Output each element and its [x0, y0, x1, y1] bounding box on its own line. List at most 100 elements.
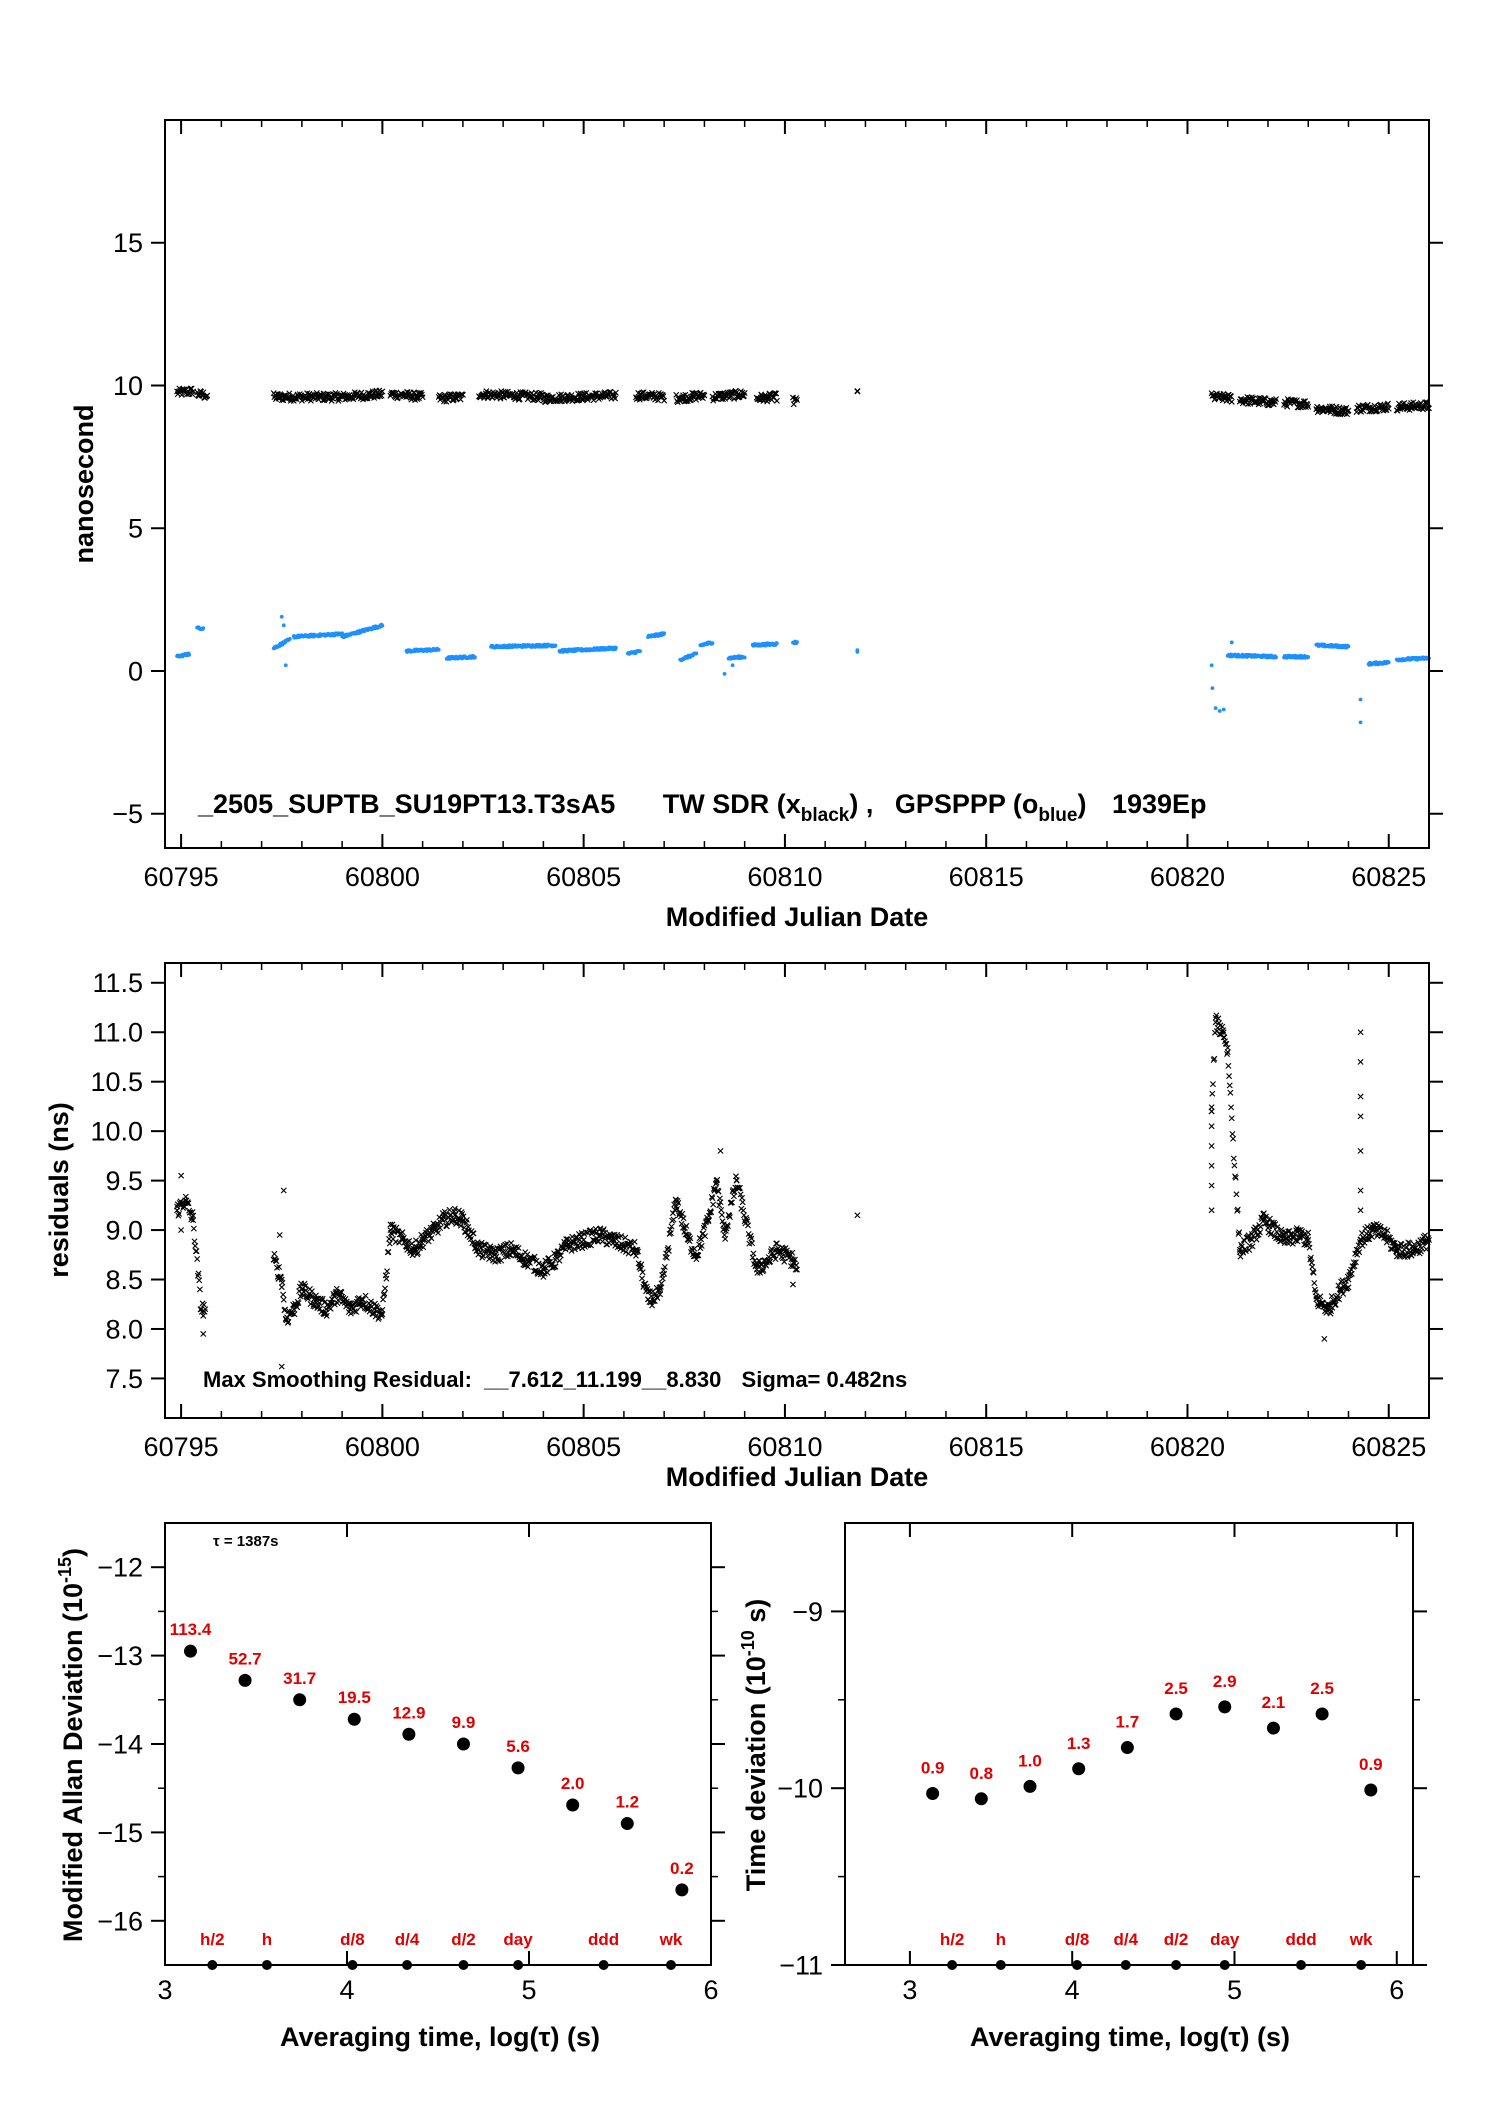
residual-point [282, 1316, 289, 1323]
residual-outlier-point [1357, 1058, 1364, 1065]
residual-point [1332, 1301, 1339, 1308]
deviation-point-label: 2.1 [1262, 1693, 1286, 1712]
residual-point [622, 1234, 629, 1241]
gps-point [1229, 640, 1234, 645]
residual-point [773, 1240, 780, 1247]
residual-point [191, 1238, 198, 1245]
residual-point [1277, 1238, 1284, 1245]
tw-point [732, 387, 739, 394]
x-tick-label: 3 [902, 1975, 917, 2005]
residual-point [469, 1240, 476, 1246]
residual-point [385, 1248, 392, 1255]
residual-point [200, 1301, 207, 1308]
gps-point [1210, 686, 1215, 691]
deviation-point [675, 1883, 689, 1897]
residual-point [1220, 1029, 1227, 1036]
residual-point [1260, 1210, 1267, 1217]
residual-point [683, 1222, 690, 1229]
residual-point [571, 1246, 578, 1253]
residual-point [437, 1225, 444, 1232]
residual-outlier-point [1357, 1113, 1364, 1120]
interval-marker [1356, 1960, 1367, 1970]
residual-outlier-point [276, 1232, 283, 1238]
interval-marker-label: h/2 [940, 1930, 965, 1949]
residual-point [854, 1212, 861, 1219]
residual-point [383, 1275, 390, 1282]
residual-point [750, 1250, 757, 1257]
time-comparison-annotation: _2505_SUPTB_SU19PT13.T3sA5 TW SDR (xblac… [197, 789, 1207, 826]
residual-point [715, 1188, 722, 1195]
residual-point [1262, 1213, 1269, 1220]
interval-marker [598, 1960, 609, 1970]
max-smoothing-residual-label: Max Smoothing Residual: [203, 1367, 472, 1392]
residual-outlier-point [1357, 1029, 1364, 1036]
residual-point [719, 1218, 726, 1225]
interval-marker-label: day [1210, 1930, 1240, 1949]
residual-point [1297, 1232, 1304, 1238]
residual-point [661, 1263, 668, 1270]
residual-point [1381, 1232, 1388, 1238]
residual-point [625, 1250, 632, 1257]
residual-point [1303, 1236, 1310, 1243]
x-tick-label: 60825 [1351, 862, 1426, 892]
residual-point [479, 1254, 486, 1261]
gps-point [1274, 655, 1278, 660]
residual-point [1337, 1286, 1344, 1293]
residual-point [386, 1240, 393, 1247]
residual-point [524, 1263, 531, 1270]
residual-point [190, 1225, 197, 1232]
residual-point [739, 1199, 746, 1206]
gps-point [1358, 697, 1363, 702]
deviation-point-label: 2.5 [1164, 1679, 1188, 1698]
tw-point [793, 395, 800, 402]
residual-point [781, 1258, 788, 1265]
tw-point [200, 389, 207, 396]
x-tick-label: 60795 [144, 862, 219, 892]
y-tick-label: 10.5 [90, 1067, 143, 1097]
gps-point [730, 663, 735, 668]
tw-point [1397, 406, 1404, 413]
deviation-point [566, 1798, 580, 1812]
residual-point [1335, 1282, 1342, 1289]
residual-outlier-point [1357, 1207, 1364, 1214]
interval-marker [1171, 1960, 1182, 1970]
residual-point [705, 1217, 712, 1224]
time-comparison-x-label: Modified Julian Date [666, 902, 929, 932]
residual-point [1403, 1244, 1410, 1251]
deviation-point-label: 12.9 [392, 1703, 425, 1722]
y-tick-label: −11 [779, 1950, 823, 1980]
link-id-label: _2505_SUPTB_SU19PT13.T3sA5 [197, 789, 615, 819]
deviation-point-label: 0.2 [670, 1859, 694, 1878]
residual-point [540, 1266, 547, 1273]
residual-point [1387, 1245, 1394, 1252]
residual-point [270, 1256, 277, 1263]
residual-point [335, 1291, 342, 1298]
interval-marker-label: d/4 [1113, 1930, 1138, 1949]
residual-point [1305, 1229, 1312, 1236]
tw-point [542, 399, 549, 406]
residual-point [557, 1252, 564, 1259]
residual-point [718, 1211, 725, 1218]
residual-point [760, 1267, 767, 1274]
time-comparison-y-label: nanosecond [69, 404, 99, 563]
residual-outlier-point [1321, 1335, 1328, 1342]
x-tick-label: 60815 [949, 862, 1024, 892]
epoch-label: 1939Ep [1112, 789, 1207, 819]
gps-point [742, 655, 747, 660]
deviation-point [926, 1787, 940, 1801]
residual-point [631, 1238, 638, 1245]
residual-outlier-point [789, 1281, 796, 1288]
residual-point [484, 1252, 491, 1259]
deviation-point [293, 1693, 307, 1707]
deviation-point [238, 1673, 252, 1687]
deviation-point [1364, 1783, 1378, 1797]
y-tick-label: −14 [97, 1729, 143, 1759]
tw-point [640, 389, 647, 396]
residual-point [588, 1242, 595, 1249]
residual-point [1231, 1162, 1238, 1169]
residual-point [280, 1291, 287, 1298]
deviation-point [1266, 1721, 1280, 1735]
residual-point [1223, 1040, 1230, 1047]
residual-point [1294, 1238, 1301, 1245]
residual-outlier-point [1208, 1143, 1215, 1149]
